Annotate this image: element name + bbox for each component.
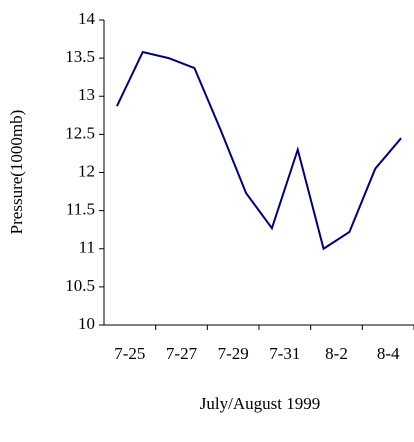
y-tick-label: 14: [78, 9, 96, 28]
x-tick-label: 8-4: [377, 344, 400, 363]
y-tick-label: 12.5: [65, 123, 95, 142]
x-tick-label: 7-29: [218, 344, 249, 363]
y-tick-label: 12: [78, 161, 95, 180]
x-tick-label: 8-2: [325, 344, 348, 363]
y-tick-label: 10.5: [65, 276, 95, 295]
y-tick-label: 13: [78, 85, 95, 104]
y-axis-label: Pressure(1000mb): [7, 110, 26, 235]
data-line: [116, 50, 402, 251]
y-tick-label: 13.5: [65, 47, 95, 66]
x-tick-label: 7-25: [114, 344, 145, 363]
x-tick-label: 7-31: [269, 344, 300, 363]
x-axis-label: July/August 1999: [200, 394, 320, 413]
y-tick-label: 11: [79, 238, 95, 257]
y-tick-label: 10: [78, 314, 95, 333]
x-tick-label: 7-27: [166, 344, 198, 363]
y-tick-label: 11.5: [66, 200, 95, 219]
